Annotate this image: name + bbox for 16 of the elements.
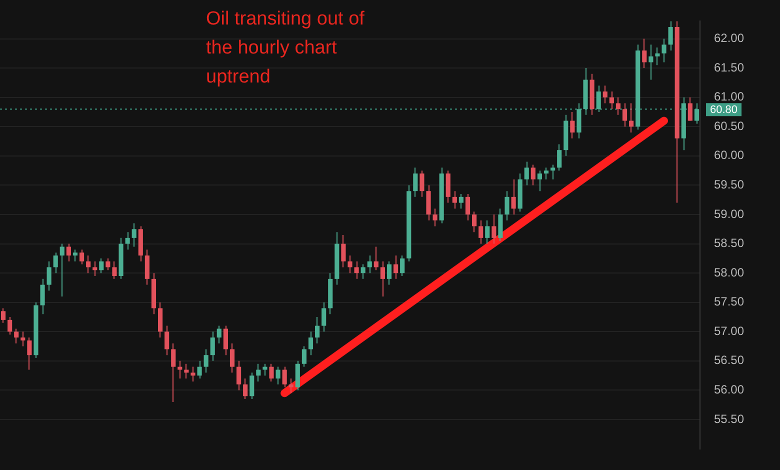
y-tick-label: 59.00: [714, 206, 744, 221]
y-tick-label: 56.50: [714, 353, 744, 368]
y-tick-label: 57.00: [714, 324, 744, 338]
y-tick-label: 61.00: [714, 90, 744, 104]
y-tick-label: 61.50: [714, 60, 744, 74]
y-tick-label: 60.00: [714, 148, 744, 162]
y-tick-label: 58.50: [714, 236, 744, 250]
y-tick-label: 56.00: [714, 382, 744, 397]
y-tick-label: 58.00: [714, 265, 744, 280]
ref-line-label: 60.80: [710, 104, 738, 116]
annotation: Oil transiting out of the hourly chart uptrend: [206, 8, 366, 88]
y-tick-label: 57.50: [714, 294, 744, 309]
y-tick-label: 59.50: [714, 178, 744, 192]
y-tick-label: 55.50: [714, 412, 744, 426]
y-tick-label: 62.00: [714, 31, 744, 46]
y-tick-label: 60.50: [714, 118, 744, 133]
